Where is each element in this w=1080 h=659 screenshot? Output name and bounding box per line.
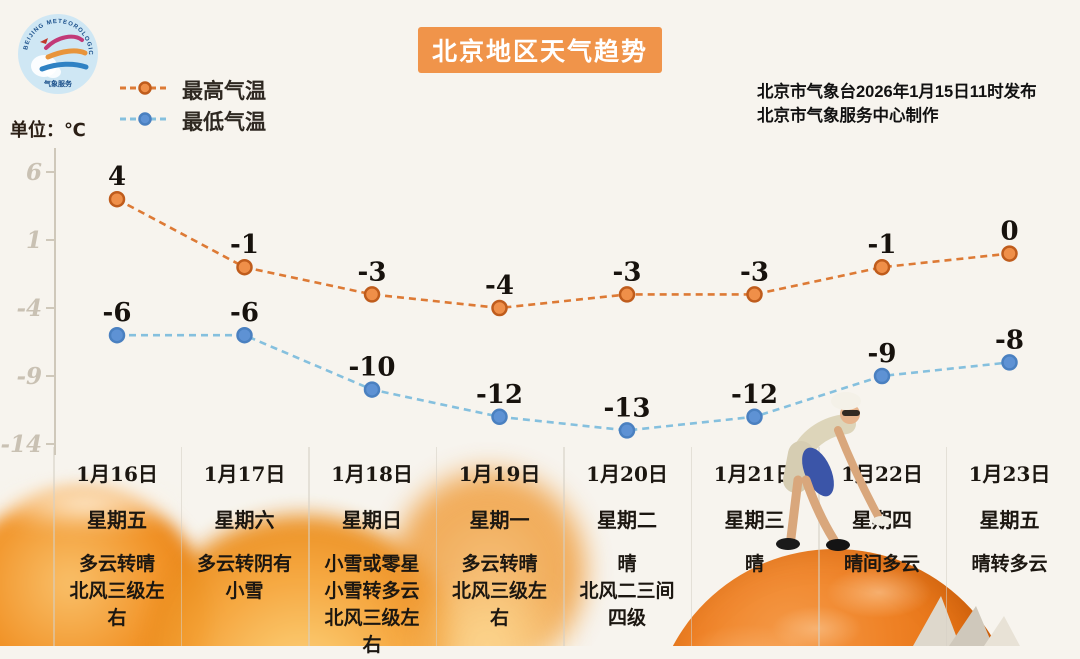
column-divider xyxy=(690,447,693,646)
logo-swoosh-orange xyxy=(45,48,88,60)
logo-plane xyxy=(40,38,48,44)
figurine-back-leg xyxy=(801,475,839,545)
logo-swoosh-blue xyxy=(39,61,89,72)
figurine-shoe xyxy=(776,538,800,550)
figurine-sunglasses xyxy=(842,410,860,416)
legend-item-high: 最高气温 xyxy=(120,74,266,105)
high-temp-line-swatch xyxy=(120,80,170,100)
figurine-arm xyxy=(834,426,882,520)
legend-label-high: 最高气温 xyxy=(182,77,266,103)
logo-bottom-text: 气象服务 xyxy=(43,79,73,88)
figurine-front-leg xyxy=(786,475,803,543)
legend-item-low: 最低气温 xyxy=(120,105,266,136)
miniature-person-figurine xyxy=(776,392,892,551)
low-temp-line-swatch xyxy=(120,111,170,131)
legend-label-low: 最低气温 xyxy=(182,108,266,134)
unit-label: 单位：℃ xyxy=(10,120,86,140)
page-title: 北京地区天气趋势 xyxy=(417,27,663,73)
legend-line-sample xyxy=(120,80,170,95)
meteorological-service-logo: BEIJING METEOROLOGICAL SERVICE 气象服务 xyxy=(16,12,98,94)
figurine-pad xyxy=(872,516,892,526)
column-divider xyxy=(180,447,183,646)
blurred-highlight xyxy=(0,476,190,531)
column-divider xyxy=(435,447,438,646)
column-divider xyxy=(945,447,948,646)
column-divider xyxy=(563,447,565,646)
logo-swoosh-magenta xyxy=(44,34,84,50)
orange-peel-pieces xyxy=(913,596,1020,646)
issued-info: 北京市气象台2026年1月15日11时发布 北京市气象服务中心制作 xyxy=(757,81,1037,129)
legend-line-sample xyxy=(120,111,170,126)
chart-legend: 最高气温 最低气温 xyxy=(120,74,266,136)
column-divider xyxy=(308,447,310,646)
figurine-cap xyxy=(831,392,861,410)
column-divider xyxy=(818,447,820,646)
column-divider xyxy=(53,447,55,646)
figurine-shoe xyxy=(826,539,850,551)
issued-line2: 北京市气象服务中心制作 xyxy=(757,106,939,125)
issued-line1: 北京市气象台2026年1月15日11时发布 xyxy=(757,83,1037,101)
